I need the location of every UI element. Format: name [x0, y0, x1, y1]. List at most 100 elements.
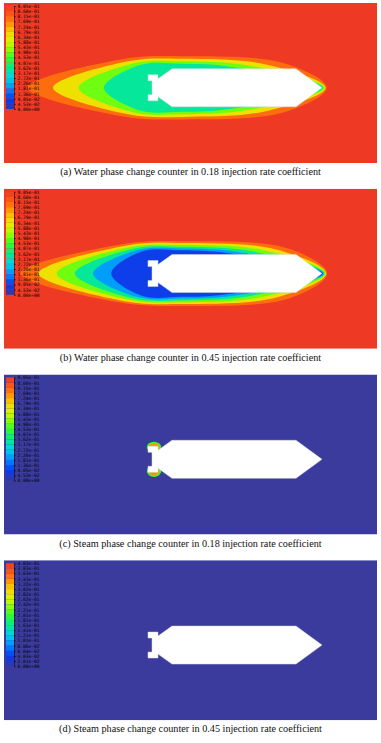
tick-mark [14, 269, 16, 270]
tick-mark [14, 450, 16, 451]
tick-mark [14, 63, 16, 64]
panel: 9.05e-018.60e-018.15e-017.69e-017.24e-01… [4, 189, 377, 364]
tick-mark [14, 83, 16, 84]
colorbar-axis: 4.03e-013.83e-013.63e-013.43e-013.22e-01… [14, 561, 40, 669]
tick-mark [14, 228, 16, 229]
colorbar-band [6, 269, 14, 274]
tick-mark [14, 37, 16, 38]
tick: 0.00e+00 [14, 107, 40, 112]
colorbar-band [6, 475, 14, 480]
hull [148, 255, 322, 293]
tick-mark [14, 455, 16, 456]
tick-mark [14, 264, 16, 265]
colorbar-band [6, 254, 14, 259]
field [4, 560, 377, 720]
tick-mark [14, 78, 16, 79]
colorbar-band [6, 32, 14, 37]
colorbar-band [6, 455, 14, 460]
colorbar-band [6, 651, 14, 656]
colorbar-band [6, 424, 14, 429]
caption: (d) Steam phase change counter in 0.45 i… [59, 723, 322, 735]
colorbar-band [6, 73, 14, 78]
contour-level [38, 243, 326, 304]
tick-mark [14, 16, 16, 17]
tick-mark [14, 625, 16, 626]
colorbar-band [6, 450, 14, 455]
tick-mark [14, 635, 16, 636]
colorbar-band [6, 99, 14, 104]
tick-mark [14, 192, 16, 193]
tick-mark [14, 212, 16, 213]
tick-label: 0.00e+00 [18, 293, 40, 298]
tick-mark [14, 630, 16, 631]
colorbar-band [6, 594, 14, 599]
tick-mark [14, 223, 16, 224]
colorbar-band [6, 192, 14, 197]
tick-mark [14, 57, 16, 58]
tick-mark [14, 94, 16, 95]
colorbar-band [6, 88, 14, 93]
colorbar-band [6, 78, 14, 83]
contour-level [53, 58, 326, 117]
tick-mark [14, 383, 16, 384]
colorbar-band [6, 383, 14, 388]
colorbar-band [6, 63, 14, 68]
tick-mark [14, 99, 16, 100]
tick: 0.00e+00 [14, 664, 40, 669]
tick-mark [14, 104, 16, 105]
tick-label: 0.00e+00 [18, 664, 40, 669]
tick-mark [14, 640, 16, 641]
colorbar-band [6, 223, 14, 228]
colorbar-band [6, 21, 14, 26]
panel: 9.05e-018.60e-018.15e-017.69e-017.24e-01… [4, 375, 377, 550]
caption: (b) Water phase change counter in 0.45 i… [60, 352, 321, 364]
tick-mark [14, 393, 16, 394]
colorbar-band [6, 47, 14, 52]
field-background [4, 375, 377, 535]
panel: 4.03e-013.83e-013.63e-013.43e-013.22e-01… [4, 560, 377, 735]
contour-level [79, 61, 325, 115]
tick-label: 0.00e+00 [18, 478, 40, 483]
colorbar-axis: 9.05e-018.60e-018.15e-017.69e-017.24e-01… [14, 4, 40, 112]
tick-mark [14, 217, 16, 218]
tick: 0.00e+00 [14, 293, 40, 298]
colorbar-band [6, 630, 14, 635]
colorbar-band [6, 264, 14, 269]
colorbar-band [6, 625, 14, 630]
colorbar-band [6, 434, 14, 439]
colorbar-band [6, 589, 14, 594]
tick-mark [14, 604, 16, 605]
tick-mark [14, 414, 16, 415]
colorbar: 9.05e-018.60e-018.15e-017.69e-017.24e-01… [6, 375, 40, 483]
hull [148, 69, 322, 107]
colorbar-band [6, 27, 14, 32]
colorbar-band [6, 37, 14, 42]
colorbar: 4.03e-013.83e-013.63e-013.43e-013.22e-01… [6, 561, 40, 669]
colorbar-band [6, 444, 14, 449]
tick-mark [14, 419, 16, 420]
colorbar-band [6, 408, 14, 413]
tick-mark [14, 68, 16, 69]
tick-mark [14, 11, 16, 12]
tick-mark [14, 47, 16, 48]
tick-mark [14, 284, 16, 285]
caption: (c) Steam phase change counter in 0.18 i… [59, 538, 321, 550]
tick-mark [14, 589, 16, 590]
tick-mark [14, 73, 16, 74]
panel: 9.05e-018.60e-018.15e-017.69e-017.24e-01… [4, 3, 377, 178]
tick-mark [14, 259, 16, 260]
colorbar-band [6, 398, 14, 403]
colorbar-band [6, 94, 14, 99]
field [4, 3, 377, 163]
tick-mark [14, 620, 16, 621]
field-background [4, 189, 377, 349]
colorbar-band [6, 207, 14, 212]
field [4, 189, 377, 349]
colorbar: 9.05e-018.60e-018.15e-017.69e-017.24e-01… [6, 4, 40, 112]
tick-mark [14, 439, 16, 440]
tick-mark [14, 238, 16, 239]
tick-mark [14, 42, 16, 43]
colorbar-band [6, 568, 14, 573]
contour-level [20, 241, 327, 306]
colorbar-band [6, 393, 14, 398]
